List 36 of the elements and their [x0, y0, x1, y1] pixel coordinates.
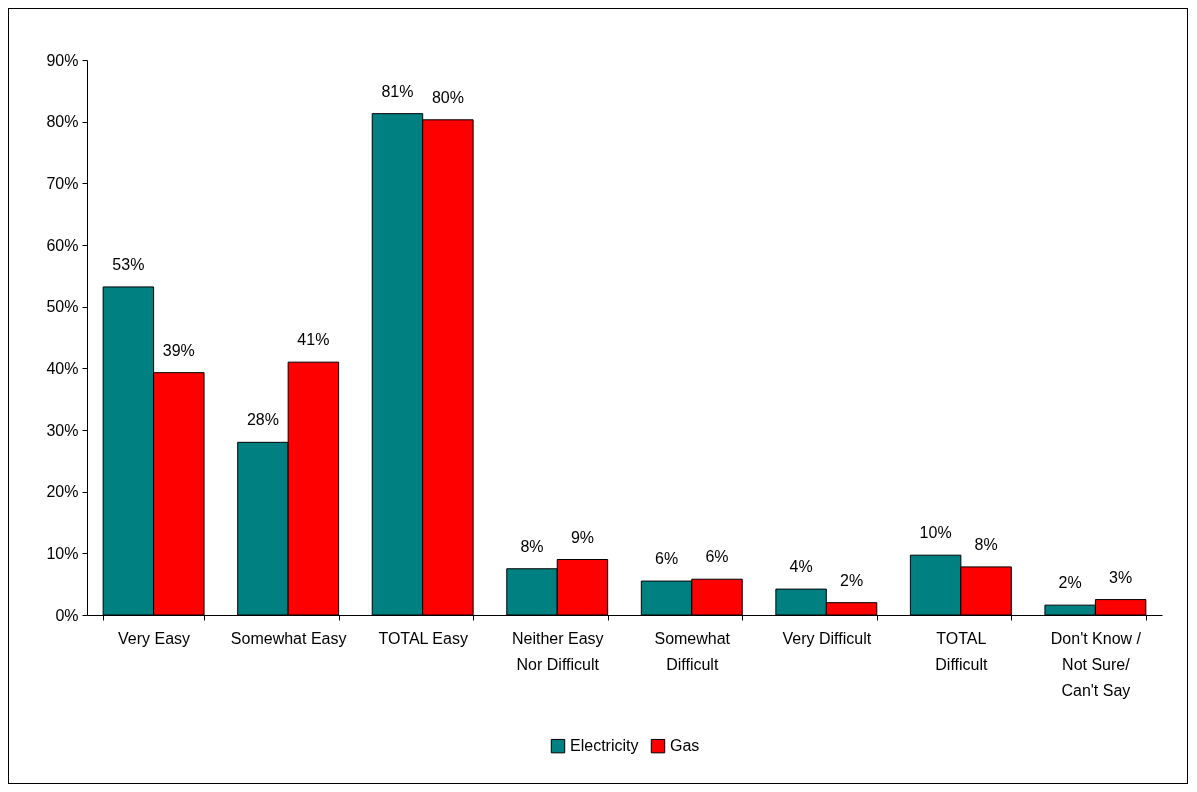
x-tick-label: Somewhat Difficult [654, 629, 731, 673]
x-tick-label: Very Easy [118, 629, 191, 647]
data-label: 39% [162, 341, 195, 359]
data-label: 80% [431, 88, 464, 106]
data-label: 4% [789, 558, 813, 576]
x-tick-label: Very Difficult [782, 629, 872, 647]
legend-label: Electricity [570, 737, 639, 755]
x-tick-label: TOTAL Difficult [935, 629, 988, 673]
y-tick-label: 50% [46, 298, 79, 316]
y-tick-label: 40% [46, 359, 79, 377]
x-tick-label: Don't Know / Not Sure/ Can't Say [1050, 629, 1142, 699]
data-label: 3% [1109, 568, 1133, 586]
legend-label: Gas [670, 737, 700, 755]
data-label: 6% [654, 550, 679, 568]
data-label: 8% [974, 535, 998, 553]
data-label: 2% [839, 571, 864, 589]
y-tick-label: 60% [46, 236, 79, 254]
data-label: 10% [919, 524, 952, 542]
data-label: 8% [520, 537, 544, 555]
data-label: 53% [112, 255, 145, 273]
data-label: 6% [705, 548, 729, 566]
data-label: 28% [246, 411, 279, 429]
y-tick-label: 0% [55, 606, 79, 624]
y-tick-label: 80% [46, 113, 79, 131]
y-tick-label: 10% [46, 544, 79, 562]
data-label: 81% [381, 82, 414, 100]
data-label: 41% [297, 331, 330, 349]
data-label: 2% [1058, 574, 1082, 592]
y-tick-label: 20% [46, 483, 79, 501]
x-tick-label: TOTAL Easy [378, 629, 468, 647]
x-tick-label: Somewhat Easy [230, 629, 347, 647]
y-tick-label: 70% [46, 174, 79, 192]
x-tick-label: Neither Easy Nor Difficult [511, 629, 604, 673]
y-tick-label: 90% [46, 51, 79, 69]
data-label: 9% [570, 528, 595, 546]
y-tick-label: 30% [46, 421, 79, 439]
